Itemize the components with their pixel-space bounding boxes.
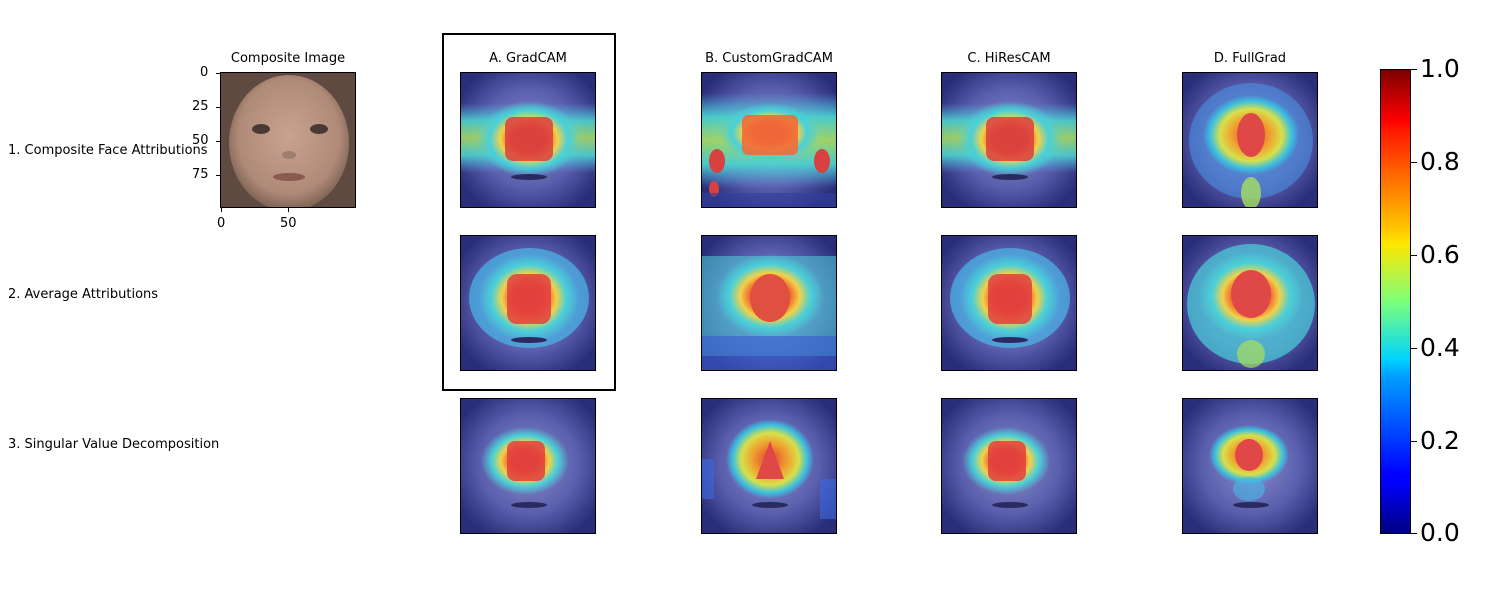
fullgrad-average-heatmap bbox=[1182, 235, 1318, 371]
colorbar bbox=[1380, 69, 1411, 534]
fullgrad-svd-heatmap bbox=[1182, 398, 1318, 534]
colorbar-tick-mark bbox=[1411, 441, 1417, 442]
y-tick-label: 75 bbox=[192, 167, 209, 182]
gradcam-average-heatmap bbox=[460, 235, 596, 371]
y-tick-label: 0 bbox=[200, 65, 209, 80]
hirescam-svd-heatmap bbox=[941, 398, 1077, 534]
colorbar-tick-label: 1.0 bbox=[1420, 54, 1460, 83]
colorbar-tick-mark bbox=[1411, 162, 1417, 163]
y-tick-label: 50 bbox=[192, 133, 209, 148]
customgradcam-composite-heatmap bbox=[701, 72, 837, 208]
customgradcam-svd-heatmap bbox=[701, 398, 837, 534]
row-label-svd: 3. Singular Value Decomposition bbox=[8, 437, 220, 452]
customgradcam-average-heatmap bbox=[701, 235, 837, 371]
fullgrad-title: D. FullGrad bbox=[1213, 51, 1287, 66]
colorbar-tick-mark bbox=[1411, 533, 1417, 534]
hirescam-title: C. HiResCAM bbox=[967, 51, 1051, 66]
colorbar-tick-label: 0.2 bbox=[1420, 426, 1460, 455]
x-tick-mark bbox=[221, 208, 222, 212]
highlight-box bbox=[442, 33, 616, 391]
colorbar-tick-label: 0.6 bbox=[1420, 240, 1460, 269]
y-tick-label: 25 bbox=[192, 99, 209, 114]
fullgrad-composite-heatmap bbox=[1182, 72, 1318, 208]
x-tick-label: 50 bbox=[280, 216, 297, 231]
colorbar-tick-label: 0.8 bbox=[1420, 147, 1460, 176]
customgradcam-title: B. CustomGradCAM bbox=[705, 51, 833, 66]
colorbar-tick-mark bbox=[1411, 348, 1417, 349]
hirescam-composite-heatmap bbox=[941, 72, 1077, 208]
y-tick-mark bbox=[216, 175, 220, 176]
gradcam-svd-heatmap bbox=[460, 398, 596, 534]
colorbar-tick-label: 0.4 bbox=[1420, 333, 1460, 362]
hirescam-average-heatmap bbox=[941, 235, 1077, 371]
composite-image-title: Composite Image bbox=[230, 51, 346, 66]
colorbar-tick-label: 0.0 bbox=[1420, 518, 1460, 547]
colorbar-tick-mark bbox=[1411, 69, 1417, 70]
colorbar-tick-mark bbox=[1411, 255, 1417, 256]
composite-face-image bbox=[220, 72, 356, 208]
gradcam-composite-heatmap bbox=[460, 72, 596, 208]
gradcam-title: A. GradCAM bbox=[489, 51, 567, 66]
row-label-composite-face: 1. Composite Face Attributions bbox=[8, 143, 208, 158]
x-tick-label: 0 bbox=[217, 216, 226, 231]
y-tick-mark bbox=[216, 73, 220, 74]
x-tick-mark bbox=[288, 208, 289, 212]
y-tick-mark bbox=[216, 107, 220, 108]
y-tick-mark bbox=[216, 141, 220, 142]
row-label-average: 2. Average Attributions bbox=[8, 287, 159, 302]
